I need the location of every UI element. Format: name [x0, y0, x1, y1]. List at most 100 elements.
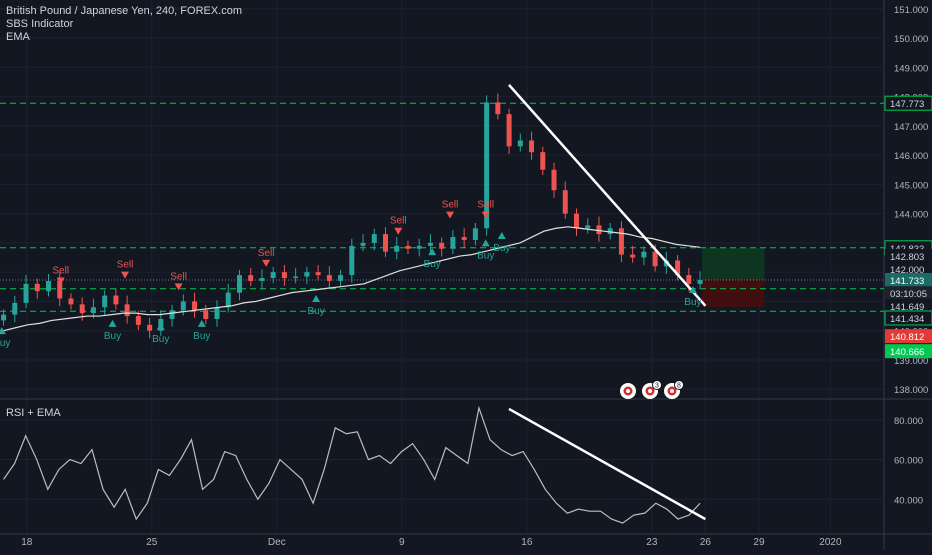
- rsi-pane-title[interactable]: RSI + EMA: [6, 407, 61, 419]
- candle[interactable]: [383, 234, 389, 252]
- buy-arrow: [497, 232, 506, 240]
- candle[interactable]: [304, 272, 310, 277]
- candle[interactable]: [596, 225, 602, 235]
- candle[interactable]: [394, 245, 400, 252]
- candle[interactable]: [124, 304, 130, 317]
- candle[interactable]: [79, 304, 85, 314]
- candle[interactable]: [135, 316, 141, 325]
- sell-signal-label: Sell: [442, 200, 459, 211]
- buy-signal-label: Buy: [424, 259, 441, 270]
- candle[interactable]: [405, 245, 411, 249]
- price-badge-label: 141.434: [890, 314, 924, 325]
- candle[interactable]: [248, 275, 254, 281]
- candle[interactable]: [675, 260, 681, 276]
- candle[interactable]: [461, 237, 467, 240]
- candle[interactable]: [641, 251, 647, 258]
- candle[interactable]: [450, 237, 456, 249]
- price-badge-label: 142.000: [890, 265, 924, 276]
- buy-arrow: [312, 294, 321, 302]
- icon-badge: [674, 380, 684, 390]
- candle[interactable]: [169, 310, 175, 319]
- candle[interactable]: [562, 190, 568, 214]
- candle[interactable]: [338, 275, 344, 281]
- candle[interactable]: [652, 251, 658, 267]
- sell-arrow: [446, 211, 455, 219]
- price-badge: [885, 329, 932, 344]
- price-badge: [885, 298, 932, 313]
- candle[interactable]: [416, 245, 422, 249]
- candle[interactable]: [214, 307, 220, 319]
- rsi-trendline[interactable]: [508, 407, 707, 521]
- price-tick-label: 147.000: [894, 122, 928, 133]
- candle[interactable]: [607, 228, 613, 235]
- price-badge-label: 03:10:05: [890, 289, 927, 300]
- candle[interactable]: [540, 152, 546, 170]
- candle[interactable]: [147, 324, 153, 331]
- candle[interactable]: [180, 301, 186, 311]
- price-badge-label: 140.666: [890, 347, 924, 358]
- indicator-label-sbs[interactable]: SBS Indicator: [6, 18, 74, 30]
- candle[interactable]: [90, 307, 96, 314]
- candle[interactable]: [472, 228, 478, 240]
- candle[interactable]: [439, 242, 445, 249]
- candle[interactable]: [326, 275, 332, 281]
- candle[interactable]: [360, 242, 366, 246]
- time-tick-label: 2020: [819, 537, 842, 548]
- candle[interactable]: [315, 272, 321, 276]
- candle[interactable]: [270, 272, 276, 279]
- candle[interactable]: [281, 272, 287, 279]
- candle[interactable]: [236, 275, 242, 293]
- sell-signal-label: Sell: [117, 260, 134, 271]
- price-tick-label: 149.000: [894, 63, 928, 74]
- candle[interactable]: [618, 228, 624, 255]
- candle[interactable]: [506, 114, 512, 147]
- candle[interactable]: [697, 280, 703, 284]
- trendline[interactable]: [508, 84, 707, 307]
- candle[interactable]: [192, 301, 198, 311]
- candle[interactable]: [225, 292, 231, 308]
- candle[interactable]: [517, 140, 523, 147]
- candle[interactable]: [630, 254, 636, 258]
- price-badge: [884, 310, 932, 326]
- candle[interactable]: [102, 295, 108, 308]
- stop-zone[interactable]: [702, 279, 765, 307]
- candle[interactable]: [23, 283, 29, 303]
- candle[interactable]: [203, 310, 209, 319]
- rsi-line[interactable]: [3, 405, 701, 524]
- candle[interactable]: [349, 245, 355, 276]
- buy-arrow: [156, 322, 165, 330]
- price-tick-label: 145.000: [894, 180, 928, 191]
- candle[interactable]: [68, 298, 74, 305]
- candle[interactable]: [293, 276, 299, 279]
- candle[interactable]: [573, 213, 579, 229]
- price-badge-label: 147.773: [890, 99, 924, 110]
- buy-signal-label: Buy: [0, 338, 10, 349]
- ema-line[interactable]: [3, 226, 701, 332]
- buy-signal-label: Buy: [193, 331, 210, 342]
- target-zone[interactable]: [702, 247, 765, 280]
- candle[interactable]: [113, 295, 119, 305]
- price-badge: [884, 95, 932, 111]
- candle[interactable]: [529, 140, 535, 153]
- time-tick-label: 16: [521, 537, 533, 548]
- candle[interactable]: [34, 283, 40, 292]
- candle[interactable]: [371, 234, 377, 243]
- sell-arrow: [174, 283, 183, 291]
- symbol-title[interactable]: British Pound / Japanese Yen, 240, FOREX…: [6, 5, 243, 17]
- candle[interactable]: [585, 225, 591, 229]
- candle[interactable]: [427, 242, 433, 246]
- candle[interactable]: [551, 169, 557, 191]
- candle[interactable]: [1, 314, 7, 321]
- candle[interactable]: [46, 280, 52, 292]
- indicator-label-ema[interactable]: EMA: [6, 31, 30, 43]
- candle[interactable]: [495, 102, 501, 115]
- price-badge: [885, 344, 932, 359]
- candle[interactable]: [12, 302, 18, 315]
- candle[interactable]: [686, 275, 692, 284]
- candle[interactable]: [484, 102, 490, 229]
- candle[interactable]: [259, 278, 265, 281]
- candle[interactable]: [57, 280, 63, 299]
